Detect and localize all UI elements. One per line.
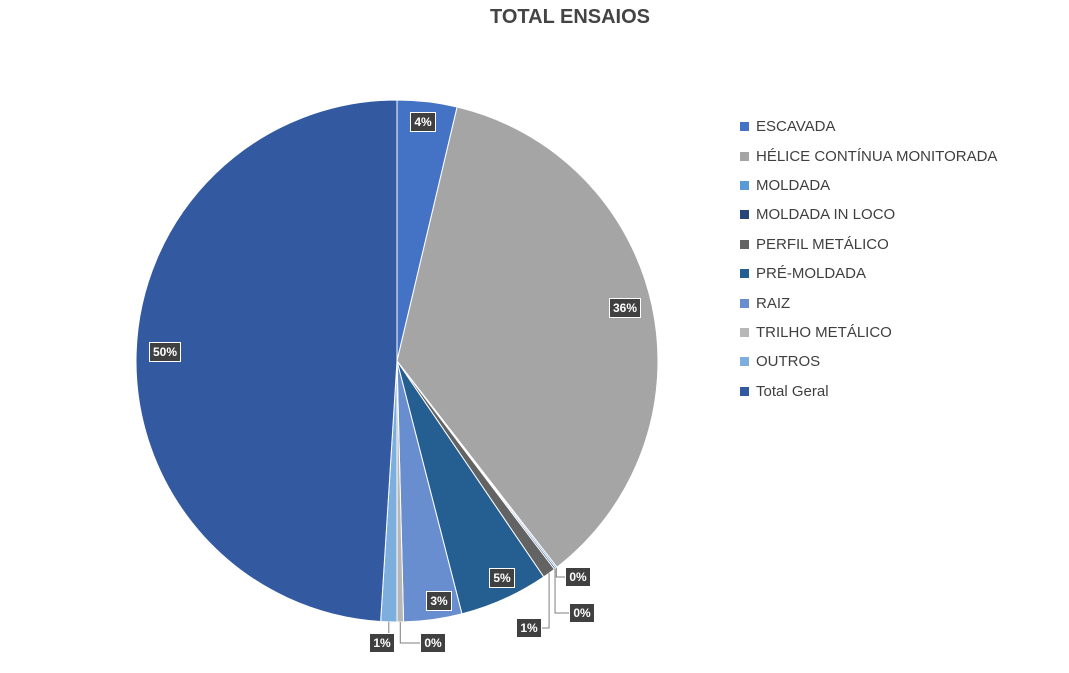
legend-item: HÉLICE CONTÍNUA MONITORADA bbox=[740, 141, 997, 170]
data-label-text: 1% bbox=[373, 636, 391, 650]
data-label-text: 0% bbox=[569, 570, 587, 584]
legend-label: TRILHO METÁLICO bbox=[756, 323, 892, 341]
data-label-text: 0% bbox=[573, 606, 591, 620]
legend-label: PRÉ-MOLDADA bbox=[756, 265, 867, 283]
data-label-text: 50% bbox=[153, 345, 177, 359]
data-label: 4% bbox=[410, 112, 436, 132]
data-label: 0% bbox=[565, 567, 591, 587]
legend-label: RAIZ bbox=[756, 294, 791, 312]
data-label-box bbox=[569, 603, 595, 623]
legend-item: Total Geral bbox=[740, 377, 997, 406]
legend-label: MOLDADA bbox=[756, 176, 831, 194]
data-label: 1% bbox=[369, 633, 395, 653]
data-label: 1% bbox=[516, 618, 542, 638]
legend-item: PRÉ-MOLDADA bbox=[740, 259, 997, 288]
data-label-text: 1% bbox=[520, 621, 538, 635]
data-label-text: 36% bbox=[613, 301, 637, 315]
legend-label: ESCAVADA bbox=[756, 118, 836, 136]
legend-item: MOLDADA IN LOCO bbox=[740, 200, 997, 229]
legend-item: RAIZ bbox=[740, 288, 997, 317]
data-label: 3% bbox=[426, 591, 452, 611]
data-label-box bbox=[420, 633, 446, 653]
legend-swatch bbox=[740, 239, 749, 249]
data-label-box bbox=[410, 112, 436, 132]
legend-swatch bbox=[740, 357, 749, 367]
data-label-box bbox=[426, 591, 452, 611]
data-label-text: 3% bbox=[430, 594, 448, 608]
legend-swatch bbox=[740, 269, 749, 279]
legend-swatch bbox=[740, 327, 749, 337]
data-label: 0% bbox=[569, 603, 595, 623]
data-label: 36% bbox=[609, 298, 641, 318]
data-label: 0% bbox=[420, 633, 446, 653]
pie-slice-total-geral bbox=[135, 99, 398, 623]
legend-swatch bbox=[740, 210, 749, 220]
data-labels: 4% 36% 0% 0% 1% 5% 3% 0% 1% 50% bbox=[149, 112, 641, 653]
legend-swatch bbox=[740, 151, 749, 161]
legend: ESCAVADA HÉLICE CONTÍNUA MONITORADA MOLDAD… bbox=[740, 112, 997, 406]
legend-swatch bbox=[740, 298, 749, 308]
data-label-box bbox=[489, 568, 515, 588]
data-label-box bbox=[516, 618, 542, 638]
data-label-box bbox=[565, 567, 591, 587]
legend-label: PERFIL METÁLICO bbox=[756, 235, 889, 253]
legend-item: MOLDADA bbox=[740, 171, 997, 200]
data-label: 5% bbox=[489, 568, 515, 588]
chart-title: TOTAL ENSAIOS bbox=[489, 6, 651, 28]
data-label-text: 4% bbox=[414, 115, 432, 129]
data-label-box bbox=[369, 633, 395, 653]
legend-swatch bbox=[740, 122, 749, 132]
legend-item: TRILHO METÁLICO bbox=[740, 318, 997, 347]
data-label-box bbox=[149, 342, 181, 362]
legend-swatch bbox=[740, 180, 749, 190]
legend-label: HÉLICE CONTÍNUA MONITORADA bbox=[756, 147, 998, 165]
legend-item: ESCAVADA bbox=[740, 112, 997, 141]
legend-label: OUTROS bbox=[756, 353, 821, 371]
legend-item: PERFIL METÁLICO bbox=[740, 230, 997, 259]
legend-label: Total Geral bbox=[756, 382, 829, 400]
data-label: 50% bbox=[149, 342, 181, 362]
legend-label: MOLDADA IN LOCO bbox=[756, 206, 896, 224]
pie-slices bbox=[135, 99, 659, 623]
data-label-text: 0% bbox=[424, 636, 442, 650]
pie-slice-h-lice-cont-nua-monitorada bbox=[396, 106, 659, 568]
data-label-text: 5% bbox=[493, 571, 511, 585]
data-label-box bbox=[609, 298, 641, 318]
legend-item: OUTROS bbox=[740, 347, 997, 376]
legend-swatch bbox=[740, 386, 749, 396]
